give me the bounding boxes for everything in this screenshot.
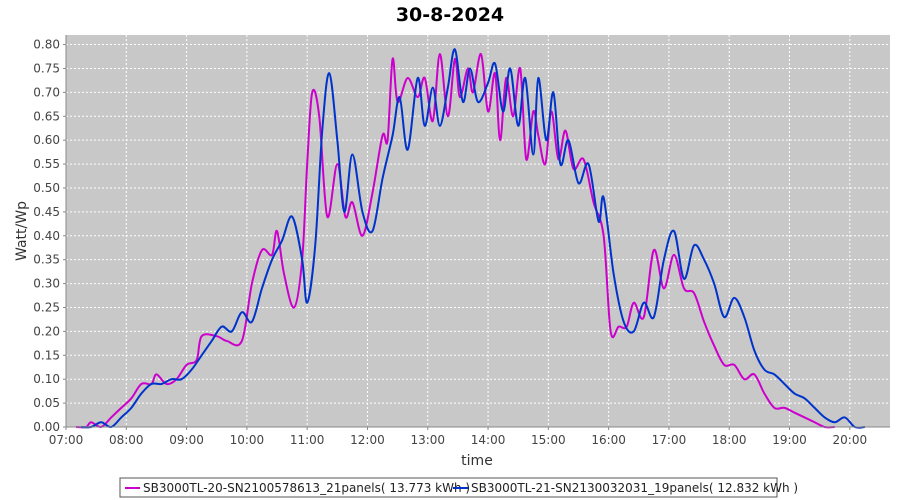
y-tick-label: 0.10 — [33, 372, 60, 386]
y-tick-label: 0.80 — [33, 38, 60, 52]
grid-lines — [65, 35, 890, 428]
legend-label-series-2: SB3000TL-21-SN2130032031_19panels( 12.83… — [471, 481, 798, 495]
x-tick-label: 12:00 — [350, 433, 385, 447]
x-tick-label: 16:00 — [591, 433, 626, 447]
x-tick-label: 07:00 — [49, 433, 84, 447]
y-tick-label: 0.05 — [33, 396, 60, 410]
x-tick-label: 09:00 — [169, 433, 204, 447]
y-tick-label: 0.25 — [33, 300, 60, 314]
y-tick-label: 0.40 — [33, 229, 60, 243]
x-tick-label: 19:00 — [772, 433, 807, 447]
y-tick-label: 0.20 — [33, 324, 60, 338]
x-tick-label: 08:00 — [109, 433, 144, 447]
x-tick-label: 14:00 — [471, 433, 506, 447]
x-tick-label: 18:00 — [712, 433, 747, 447]
y-tick-label: 0.15 — [33, 348, 60, 362]
chart-title: 30-8-2024 — [396, 4, 504, 26]
x-tick-label: 20:00 — [833, 433, 868, 447]
x-tick-label: 15:00 — [531, 433, 566, 447]
y-axis-ticks: 0.00 0.05 0.10 0.15 0.20 0.25 0.30 0.35 0.40 0.45… — [33, 38, 66, 434]
plot-area — [66, 35, 890, 427]
legend-label-series-1: SB3000TL-20-SN2100578613_21panels( 13.77… — [143, 481, 470, 495]
y-tick-label: 0.70 — [33, 85, 60, 99]
legend-box — [119, 477, 778, 498]
y-tick-label: 0.65 — [33, 109, 60, 123]
y-tick-label: 0.00 — [33, 420, 60, 434]
y-tick-label: 0.45 — [33, 205, 60, 219]
y-tick-label: 0.75 — [33, 61, 60, 75]
legend: SB3000TL-20-SN2100578613_21panels( 13.77… — [119, 477, 798, 498]
x-axis-label: time — [461, 453, 493, 469]
x-tick-label: 17:00 — [652, 433, 687, 447]
x-tick-label: 13:00 — [410, 433, 445, 447]
y-tick-label: 0.30 — [33, 277, 60, 291]
y-tick-label: 0.55 — [33, 157, 60, 171]
series-line-1 — [76, 53, 835, 429]
x-tick-label: 11:00 — [290, 433, 325, 447]
y-tick-label: 0.35 — [33, 253, 60, 267]
y-tick-label: 0.60 — [33, 133, 60, 147]
y-axis-label: Watt/Wp — [14, 201, 30, 261]
series-lines — [76, 48, 865, 429]
x-tick-label: 10:00 — [230, 433, 265, 447]
x-axis-ticks: 07:00 08:00 09:00 10:00 11:00 12:00 13:00 14:00… — [49, 427, 867, 447]
series-line-2 — [81, 48, 865, 429]
y-tick-label: 0.50 — [33, 181, 60, 195]
